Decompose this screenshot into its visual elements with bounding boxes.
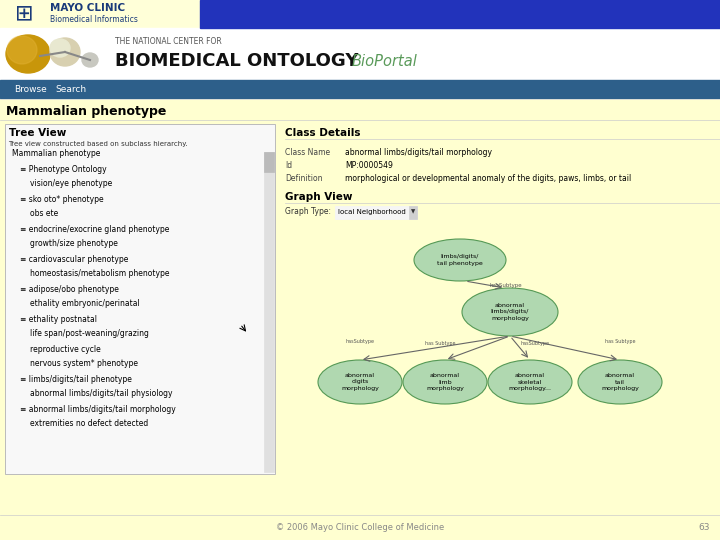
Text: Tree view constructed based on subclass hierarchy.: Tree view constructed based on subclass … <box>8 141 188 147</box>
Text: BioPortal: BioPortal <box>352 53 418 69</box>
Text: BIOMEDICAL ONTOLOGY: BIOMEDICAL ONTOLOGY <box>115 52 359 70</box>
Text: life span/post-weaning/grazing: life span/post-weaning/grazing <box>30 329 149 339</box>
Text: Class Details: Class Details <box>285 128 361 138</box>
Text: Mammalian phenotype: Mammalian phenotype <box>6 105 166 118</box>
Bar <box>0 80 720 98</box>
Ellipse shape <box>318 360 402 404</box>
Text: obs ete: obs ete <box>30 210 58 219</box>
Text: ▼: ▼ <box>411 210 415 214</box>
Text: abnormal
limbs/digits/
morphology: abnormal limbs/digits/ morphology <box>491 303 529 321</box>
Ellipse shape <box>6 35 50 73</box>
Text: abnormal
tail
morphology: abnormal tail morphology <box>601 373 639 391</box>
Ellipse shape <box>462 288 558 336</box>
Ellipse shape <box>50 38 80 66</box>
Bar <box>0 0 720 28</box>
Text: hasSubtype: hasSubtype <box>521 341 549 347</box>
Text: extremities no defect detected: extremities no defect detected <box>30 420 148 429</box>
Text: MAYO CLINIC: MAYO CLINIC <box>50 3 125 13</box>
Text: vision/eye phenotype: vision/eye phenotype <box>30 179 112 188</box>
Text: Graph Type:: Graph Type: <box>285 207 331 217</box>
Text: limbs/digits/
tail phenotype: limbs/digits/ tail phenotype <box>437 254 483 266</box>
Text: ≡ sko oto* phenotype: ≡ sko oto* phenotype <box>20 194 104 204</box>
Bar <box>5 124 275 474</box>
Text: Biomedical Informatics: Biomedical Informatics <box>50 16 138 24</box>
Bar <box>335 206 417 219</box>
Text: Class Name: Class Name <box>285 148 330 157</box>
Text: nervous system* phenotype: nervous system* phenotype <box>30 360 138 368</box>
Text: Tree View: Tree View <box>9 128 66 138</box>
Ellipse shape <box>403 360 487 404</box>
Text: has Subtype: has Subtype <box>605 340 635 345</box>
Text: morphological or developmental anomaly of the digits, paws, limbs, or tail: morphological or developmental anomaly o… <box>345 174 631 183</box>
Text: has Subtype: has Subtype <box>425 341 455 347</box>
Text: ≡ endocrine/exocrine gland phenotype: ≡ endocrine/exocrine gland phenotype <box>20 225 169 233</box>
Text: ⊞: ⊞ <box>14 4 33 24</box>
Text: ethality embryonic/perinatal: ethality embryonic/perinatal <box>30 300 140 308</box>
Text: ≡ abnormal limbs/digits/tail morphology: ≡ abnormal limbs/digits/tail morphology <box>20 404 176 414</box>
Text: 63: 63 <box>698 523 710 532</box>
Text: local Neighborhood: local Neighborhood <box>338 209 406 215</box>
Text: THE NATIONAL CENTER FOR: THE NATIONAL CENTER FOR <box>115 37 222 46</box>
Text: growth/size phenotype: growth/size phenotype <box>30 240 118 248</box>
Text: Id: Id <box>285 161 292 170</box>
Text: abnormal
skeletal
morphology...: abnormal skeletal morphology... <box>508 373 552 391</box>
Bar <box>264 152 274 472</box>
Text: Definition: Definition <box>285 174 323 183</box>
Text: ≡ adipose/obo phenotype: ≡ adipose/obo phenotype <box>20 285 119 294</box>
Bar <box>200 0 720 28</box>
Text: Mammalian phenotype: Mammalian phenotype <box>12 150 100 159</box>
Text: ≡ cardiovascular phenotype: ≡ cardiovascular phenotype <box>20 254 128 264</box>
Text: ≡ Phenotype Ontology: ≡ Phenotype Ontology <box>20 165 107 173</box>
Text: ≡ limbs/digits/tail phenotype: ≡ limbs/digits/tail phenotype <box>20 375 132 383</box>
Text: Graph View: Graph View <box>285 192 353 202</box>
Text: abnormal
limb
morphology: abnormal limb morphology <box>426 373 464 391</box>
Text: © 2006 Mayo Clinic College of Medicine: © 2006 Mayo Clinic College of Medicine <box>276 523 444 532</box>
Ellipse shape <box>82 53 98 67</box>
Text: MP:0000549: MP:0000549 <box>345 161 393 170</box>
Ellipse shape <box>414 239 506 281</box>
Text: Search: Search <box>55 84 86 93</box>
Text: hasSubtype: hasSubtype <box>346 340 374 345</box>
Bar <box>5 2 43 26</box>
Bar <box>264 152 274 172</box>
Text: Browse: Browse <box>14 84 47 93</box>
Ellipse shape <box>578 360 662 404</box>
Bar <box>0 28 720 80</box>
Text: abnormal limbs/digits/tail physiology: abnormal limbs/digits/tail physiology <box>30 389 173 399</box>
Text: abnormal
digits
morphology: abnormal digits morphology <box>341 373 379 391</box>
Text: abnormal limbs/digits/tail morphology: abnormal limbs/digits/tail morphology <box>345 148 492 157</box>
Text: hasSubtype: hasSubtype <box>490 284 523 288</box>
Ellipse shape <box>50 39 70 57</box>
Bar <box>409 206 417 219</box>
Text: reproductive cycle: reproductive cycle <box>30 345 101 354</box>
Text: homeostasis/metabolism phenotype: homeostasis/metabolism phenotype <box>30 269 169 279</box>
Ellipse shape <box>7 36 37 64</box>
Text: ≡ ethality postnatal: ≡ ethality postnatal <box>20 314 97 323</box>
Ellipse shape <box>488 360 572 404</box>
